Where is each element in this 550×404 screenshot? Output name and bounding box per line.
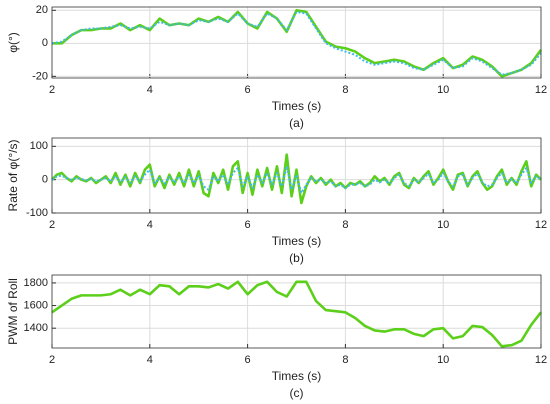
series-line bbox=[51, 10, 542, 76]
caption: (c) bbox=[290, 386, 304, 400]
y-tick-label: 20 bbox=[36, 4, 48, 16]
y-axis-label: φ(°) bbox=[6, 32, 20, 53]
series-line bbox=[51, 280, 543, 348]
y-tick-label: 1600 bbox=[24, 299, 48, 311]
x-tick-label: 10 bbox=[437, 219, 449, 231]
x-tick-label: 8 bbox=[342, 354, 348, 366]
plot-area bbox=[52, 275, 541, 348]
x-tick-label: 12 bbox=[535, 219, 547, 231]
x-tick-label: 4 bbox=[147, 354, 153, 366]
x-tick-label: 2 bbox=[49, 354, 55, 366]
x-tick-label: 6 bbox=[245, 84, 251, 96]
x-axis-label: Times (s) bbox=[272, 234, 322, 248]
caption: (b) bbox=[289, 251, 304, 265]
axes-box bbox=[51, 274, 542, 349]
x-axis-label: Times (s) bbox=[272, 369, 322, 383]
x-tick-label: 2 bbox=[49, 219, 55, 231]
y-axis-label: Rate of φ(°/s) bbox=[6, 140, 20, 212]
x-tick-label: 12 bbox=[535, 84, 547, 96]
x-tick-label: 12 bbox=[535, 354, 547, 366]
y-tick-label: 1400 bbox=[24, 322, 48, 334]
x-tick-label: 6 bbox=[245, 219, 251, 231]
x-tick-label: 2 bbox=[49, 84, 55, 96]
y-tick-label: -100 bbox=[26, 207, 48, 219]
y-tick-label: -20 bbox=[32, 70, 48, 82]
x-tick-label: 6 bbox=[245, 354, 251, 366]
x-tick-label: 10 bbox=[437, 354, 449, 366]
axes-box bbox=[51, 137, 542, 214]
x-tick-label: 4 bbox=[147, 84, 153, 96]
caption: (a) bbox=[289, 116, 304, 130]
y-tick-label: 100 bbox=[30, 140, 48, 152]
y-tick-label: 1800 bbox=[24, 277, 48, 289]
series-line bbox=[51, 153, 542, 205]
x-tick-label: 8 bbox=[342, 219, 348, 231]
axes-box bbox=[51, 6, 542, 79]
y-axis-label: PWM of Roll bbox=[6, 278, 20, 345]
plot-area bbox=[52, 7, 541, 78]
y-tick-label: 0 bbox=[42, 37, 48, 49]
x-tick-label: 10 bbox=[437, 84, 449, 96]
x-axis-label: Times (s) bbox=[272, 99, 322, 113]
y-tick-label: 0 bbox=[42, 174, 48, 186]
x-tick-label: 8 bbox=[342, 84, 348, 96]
x-tick-label: 4 bbox=[147, 219, 153, 231]
